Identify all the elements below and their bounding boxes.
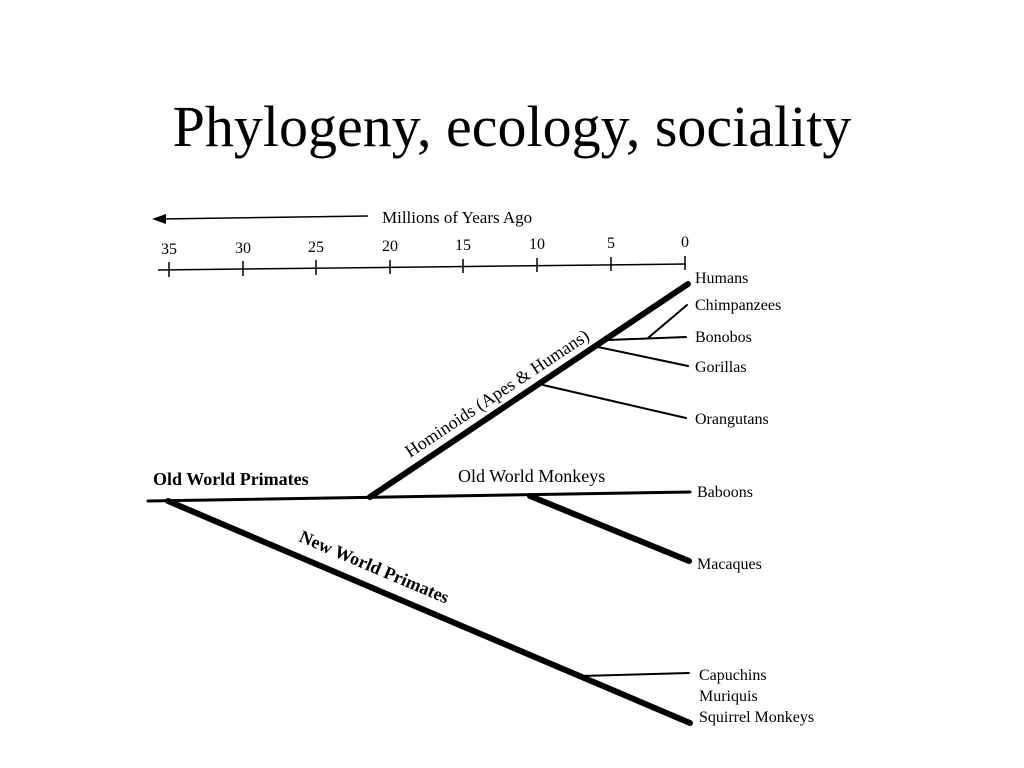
axis-arrowhead: [152, 214, 166, 224]
slide-title: Phylogeny, ecology, sociality: [172, 94, 852, 159]
hominoids-label: Hominoids (Apes & Humans): [401, 325, 593, 462]
orangutan-branch: [542, 384, 687, 419]
leaf-label-macaques: Macaques: [697, 556, 762, 573]
leaf-label-bonobos: Bonobos: [695, 329, 752, 346]
leaf-label-squirrel-monkeys: Squirrel Monkeys: [699, 709, 814, 726]
leaf-label-baboons: Baboons: [697, 484, 753, 501]
tick-label: 25: [308, 239, 324, 256]
macaque-branch: [527, 493, 692, 564]
pan-branch: [607, 336, 687, 341]
gorilla-branch: [597, 346, 689, 367]
tick-label: 10: [529, 236, 545, 253]
tick-label: 30: [235, 240, 251, 257]
leaf-label-capuchins: Capuchins: [699, 667, 767, 684]
leaf-label-orangutans: Orangutans: [695, 411, 769, 428]
leaf-label-humans: Humans: [695, 270, 748, 287]
new-world-branch: [165, 498, 693, 726]
hominoid-branch: [367, 281, 691, 500]
tick-label: 20: [382, 238, 398, 255]
tick-label: 5: [607, 235, 615, 252]
old-world-primates-label: Old World Primates: [153, 469, 309, 489]
chimpanzee-branch: [647, 304, 688, 339]
capuchin-branch: [579, 672, 690, 677]
tick-label: 0: [681, 234, 689, 251]
tick-label: 15: [455, 237, 471, 254]
branches: [146, 281, 693, 726]
time-axis: Millions of Years Ago 35 30 25 20 15 10 …: [152, 208, 689, 277]
axis-label: Millions of Years Ago: [382, 208, 532, 227]
axis-line: [157, 263, 687, 271]
axis-arrow-line: [159, 215, 369, 220]
root-branch: [146, 490, 692, 503]
leaf-label-chimpanzees: Chimpanzees: [695, 297, 781, 314]
leaf-label-gorillas: Gorillas: [695, 359, 747, 376]
leaf-label-muriquis: Muriquis: [699, 688, 758, 705]
tick-marks: [168, 256, 686, 277]
tick-label: 35: [161, 241, 177, 258]
old-world-monkeys-label: Old World Monkeys: [458, 466, 605, 486]
